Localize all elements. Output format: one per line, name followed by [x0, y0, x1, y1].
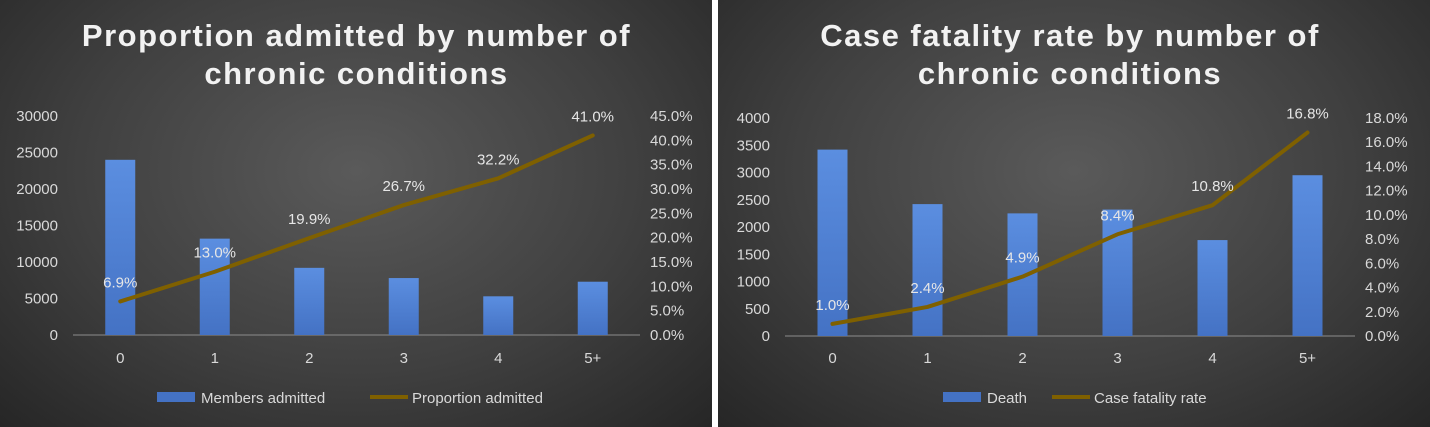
x-tick-label: 2 [1018, 350, 1026, 367]
bar-0 [817, 149, 848, 336]
x-tick-label: 0 [828, 350, 836, 367]
y-right-tick-label: 4.0% [1365, 280, 1399, 297]
data-label: 16.8% [1286, 106, 1329, 123]
legend-label-line: Case fatality rate [1094, 390, 1207, 407]
y-left-tick-label: 2000 [737, 219, 770, 236]
y-right-tick-label: 35.0% [650, 157, 693, 174]
y-right-tick-label: 25.0% [650, 205, 693, 222]
series-line-proportion-admitted [118, 133, 595, 304]
y-right-tick-label: 20.0% [650, 230, 693, 247]
series-line-case-fatality-rate [830, 130, 1310, 326]
y-left-tick-label: 500 [745, 301, 770, 318]
y-right-tick-label: 45.0% [650, 108, 693, 125]
data-label: 13.0% [193, 245, 236, 262]
x-tick-label: 3 [400, 350, 408, 367]
bar-1 [199, 238, 230, 335]
data-label: 8.4% [1100, 207, 1134, 224]
y-left-tick-label: 10000 [16, 254, 58, 271]
data-label: 26.7% [382, 178, 425, 195]
chart-title: Proportion admitted by number of [82, 18, 631, 53]
bar-2 [294, 267, 325, 335]
y-right-tick-label: 0.0% [650, 327, 684, 344]
y-right-tick-label: 2.0% [1365, 304, 1399, 321]
y-left-tick-label: 3000 [737, 165, 770, 182]
bar-4 [483, 296, 514, 335]
chart-panel-fatality: Case fatality rate by number of chronic c… [718, 0, 1430, 427]
x-tick-label: 5+ [1299, 350, 1316, 367]
x-tick-label: 4 [1208, 350, 1216, 367]
y-right-tick-label: 12.0% [1365, 183, 1408, 200]
legend-bar-swatch [157, 392, 195, 402]
chart-title: chronic conditions [918, 56, 1222, 91]
x-tick-label: 1 [211, 350, 219, 367]
data-label: 4.9% [1005, 250, 1039, 267]
y-left-tick-label: 1500 [737, 246, 770, 263]
legend-label-bars: Death [987, 390, 1027, 407]
legend-bar-swatch [943, 392, 981, 402]
data-label: 6.9% [103, 274, 137, 291]
data-label: 32.2% [477, 151, 520, 168]
data-label: 41.0% [571, 108, 614, 125]
y-left-tick-label: 1000 [737, 274, 770, 291]
chart-title: Case fatality rate by number of [820, 18, 1320, 53]
y-left-tick-label: 25000 [16, 145, 58, 162]
chart-title: chronic conditions [204, 56, 508, 91]
y-right-tick-label: 14.0% [1365, 158, 1408, 175]
y-right-tick-label: 30.0% [650, 181, 693, 198]
data-label: 19.9% [288, 211, 331, 228]
y-right-tick-label: 10.0% [1365, 207, 1408, 224]
y-right-tick-label: 40.0% [650, 132, 693, 149]
data-label: 1.0% [815, 297, 849, 314]
bar-3 [388, 278, 419, 335]
x-tick-label: 4 [494, 350, 502, 367]
y-left-tick-label: 20000 [16, 181, 58, 198]
y-right-tick-label: 5.0% [650, 303, 684, 320]
y-right-tick-label: 15.0% [650, 254, 693, 271]
y-left-tick-label: 2500 [737, 192, 770, 209]
legend-label-line: Proportion admitted [412, 390, 543, 407]
y-right-tick-label: 8.0% [1365, 231, 1399, 248]
y-left-tick-label: 4000 [737, 110, 770, 127]
data-label: 10.8% [1191, 178, 1234, 195]
data-label: 2.4% [910, 280, 944, 297]
x-tick-label: 3 [1113, 350, 1121, 367]
bar-3 [1102, 209, 1133, 336]
admission-chart: Proportion admitted by number ofchronic … [16, 18, 693, 407]
legend-label-bars: Members admitted [201, 390, 325, 407]
x-tick-label: 0 [116, 350, 124, 367]
y-right-tick-label: 16.0% [1365, 134, 1408, 151]
y-left-tick-label: 5000 [25, 291, 58, 308]
bar-5+ [577, 281, 608, 335]
y-right-tick-label: 0.0% [1365, 328, 1399, 345]
y-left-tick-label: 0 [50, 327, 58, 344]
y-left-tick-label: 0 [762, 328, 770, 345]
y-right-tick-label: 10.0% [650, 278, 693, 295]
x-tick-label: 2 [305, 350, 313, 367]
x-tick-label: 5+ [584, 350, 601, 367]
x-tick-label: 1 [923, 350, 931, 367]
y-right-tick-label: 6.0% [1365, 255, 1399, 272]
y-left-tick-label: 15000 [16, 218, 58, 235]
bar-1 [912, 204, 943, 336]
bar-4 [1197, 240, 1228, 336]
bar-5+ [1292, 175, 1323, 336]
y-left-tick-label: 3500 [737, 137, 770, 154]
bar-0 [105, 159, 136, 335]
chart-panel-admission: Proportion admitted by number of chronic … [0, 0, 712, 427]
y-left-tick-label: 30000 [16, 108, 58, 125]
y-right-tick-label: 18.0% [1365, 110, 1408, 127]
